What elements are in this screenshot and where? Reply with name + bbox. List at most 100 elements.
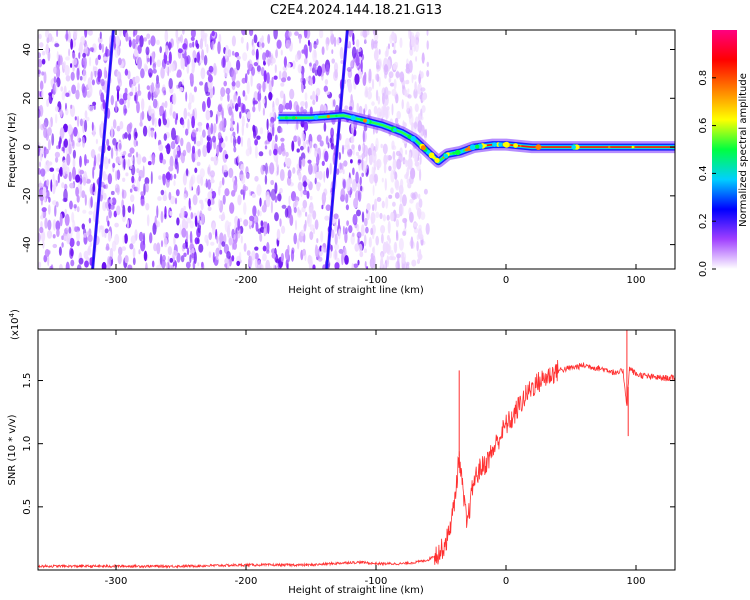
noise-speck [392, 158, 397, 171]
noise-speck [209, 170, 215, 178]
noise-speck [269, 162, 275, 175]
noise-speck [38, 182, 44, 189]
noise-speck [268, 91, 273, 101]
noise-speck [64, 208, 67, 216]
noise-speck [305, 77, 310, 82]
noise-speck [47, 219, 52, 231]
noise-speck [90, 71, 93, 81]
noise-speck [108, 209, 112, 219]
noise-speck [43, 197, 46, 203]
x-tick-label: -300 [105, 576, 128, 587]
noise-speck [414, 81, 417, 92]
noise-speck [333, 99, 336, 107]
noise-speck [330, 33, 335, 45]
noise-speck [410, 236, 414, 249]
noise-speck [243, 219, 249, 227]
noise-speck [266, 241, 270, 253]
noise-speck [256, 65, 261, 72]
noise-speck [312, 210, 317, 220]
noise-speck [401, 99, 404, 110]
noise-speck [48, 204, 51, 215]
noise-speck [394, 117, 399, 125]
noise-speck [312, 63, 317, 73]
noise-speck [154, 215, 157, 225]
noise-speck [78, 257, 84, 265]
noise-speck [382, 241, 388, 254]
noise-speck [145, 46, 150, 56]
noise-speck [175, 30, 179, 39]
noise-speck [38, 70, 41, 75]
noise-speck [224, 188, 230, 197]
snr-line [38, 359, 675, 569]
noise-speck [177, 135, 181, 144]
noise-speck [360, 224, 365, 237]
noise-speck [84, 110, 88, 119]
noise-speck [77, 131, 80, 142]
trace-blob [464, 148, 468, 152]
noise-speck [232, 135, 237, 148]
noise-speck [134, 92, 138, 104]
noise-speck [287, 76, 291, 81]
noise-speck [224, 67, 229, 78]
noise-speck [336, 168, 340, 175]
noise-speck [217, 132, 222, 139]
noise-speck [412, 74, 417, 80]
y-tick-label: 40 [22, 43, 33, 56]
noise-speck [407, 182, 412, 189]
noise-speck [73, 30, 78, 39]
noise-speck [382, 214, 386, 222]
noise-speck [414, 39, 419, 53]
trace-blob [469, 144, 476, 151]
noise-speck [298, 33, 302, 40]
noise-speck [321, 204, 324, 210]
noise-speck [284, 207, 289, 218]
noise-speck [115, 35, 120, 47]
noise-speck [65, 75, 71, 82]
noise-speck [407, 88, 410, 93]
noise-speck [314, 177, 317, 185]
noise-speck [146, 33, 151, 39]
noise-speck [87, 245, 91, 256]
noise-speck [254, 252, 259, 260]
noise-speck [83, 250, 89, 260]
noise-speck [175, 146, 180, 152]
noise-speck [407, 157, 413, 170]
noise-speck [223, 80, 227, 87]
noise-speck [118, 246, 123, 256]
bottom-x-ticks: -300 -200 -100 0 100 [105, 330, 646, 587]
noise-speck [63, 138, 68, 148]
noise-speck [296, 148, 300, 153]
noise-speck [159, 46, 162, 54]
noise-speck [87, 104, 91, 111]
noise-speck [334, 262, 340, 269]
noise-speck [263, 70, 267, 83]
trace-blob [434, 157, 440, 163]
noise-speck [176, 252, 181, 263]
noise-speck [243, 202, 247, 215]
noise-speck [395, 260, 400, 269]
noise-speck [257, 259, 262, 269]
noise-speck [264, 162, 268, 175]
noise-speck [39, 226, 44, 234]
noise-speck [254, 139, 258, 146]
noise-speck [102, 99, 106, 110]
noise-speck [410, 35, 415, 48]
noise-speck [207, 166, 211, 175]
noise-speck [116, 169, 121, 181]
noise-speck [41, 58, 46, 65]
noise-speck [42, 186, 47, 198]
noise-speck [237, 95, 241, 108]
noise-speck [259, 197, 262, 207]
trace-blob [484, 144, 487, 147]
noise-speck [365, 226, 369, 234]
noise-speck [324, 150, 329, 163]
noise-speck [199, 199, 204, 204]
noise-speck [329, 162, 332, 175]
noise-speck [345, 204, 349, 211]
noise-speck [327, 142, 330, 149]
noise-speck [353, 197, 359, 209]
noise-speck [88, 217, 92, 224]
noise-speck [212, 252, 215, 263]
noise-speck [303, 44, 308, 56]
noise-speck [303, 121, 309, 132]
